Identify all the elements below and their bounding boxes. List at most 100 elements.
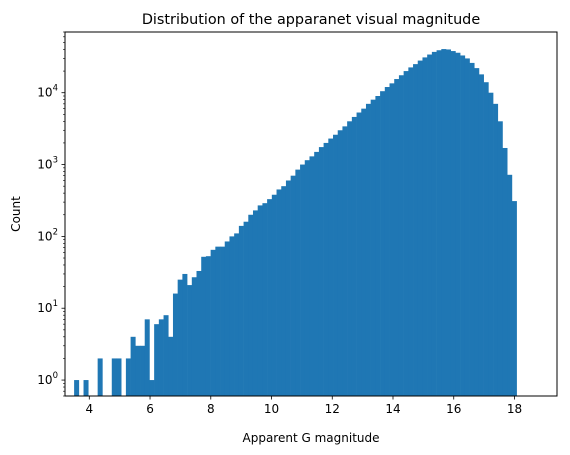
histogram-bar [483, 82, 489, 397]
histogram-bar [257, 205, 263, 396]
y-tick-label: 102 [37, 227, 58, 243]
histogram-bar [234, 233, 240, 396]
histogram-bar [469, 62, 475, 397]
histogram-bar [413, 64, 419, 397]
histogram-bar [507, 174, 513, 396]
histogram-bar [267, 199, 273, 396]
chart-title: Distribution of the apparanet visual mag… [142, 12, 481, 28]
histogram-bar [365, 103, 371, 396]
histogram-bar [83, 380, 89, 396]
histogram-bar [370, 99, 376, 397]
histogram-bar [464, 58, 470, 397]
histogram-bar [431, 51, 437, 396]
histogram-bar [300, 164, 306, 396]
histogram-bar [351, 116, 357, 396]
histogram-bar [427, 54, 433, 396]
histogram-bar [271, 194, 277, 396]
histogram-bar [356, 112, 362, 397]
histogram-bar [276, 189, 282, 396]
histogram-bar [450, 51, 456, 397]
y-tick-label: 101 [37, 299, 58, 315]
histogram-bar [488, 92, 494, 397]
histogram-bar [323, 142, 329, 396]
histogram-bar [205, 256, 211, 396]
histogram-bar [229, 236, 235, 396]
histogram-bar [389, 83, 395, 396]
histogram-bar [347, 121, 353, 397]
histogram-bar [318, 147, 324, 396]
histogram-bar [333, 134, 339, 397]
y-axis-label: Count [9, 196, 23, 232]
y-axis: 100 101 102 103 104 [37, 31, 65, 397]
histogram-bar [140, 345, 146, 396]
histogram-bar [422, 57, 428, 396]
histogram-bar [215, 246, 221, 396]
histogram-bar [191, 277, 197, 396]
histogram-bar [304, 160, 310, 396]
histogram-bar [314, 151, 320, 396]
histogram-bar [408, 67, 414, 396]
histogram-bar [403, 71, 409, 396]
histogram-bar [384, 87, 390, 397]
histogram-bar [262, 203, 268, 396]
histogram-bar [111, 358, 117, 396]
histogram-bar [417, 60, 423, 397]
histogram-bar [177, 279, 183, 396]
bars-group [74, 49, 517, 397]
histogram-bar [295, 169, 301, 396]
y-tick-label: 103 [37, 156, 58, 172]
histogram-bar [342, 126, 348, 397]
y-tick-label: 104 [37, 84, 58, 100]
x-axis: 4 6 8 10 12 14 16 18 [85, 396, 522, 416]
histogram-bar [337, 130, 343, 396]
histogram-bar [97, 358, 103, 396]
histogram-bar [252, 210, 258, 396]
histogram-bar [224, 241, 230, 396]
histogram-bar [446, 49, 452, 397]
y-tick-label: 100 [37, 371, 58, 387]
x-tick-label: 10 [264, 402, 279, 416]
histogram-bar [436, 50, 442, 396]
histogram-bar [380, 91, 386, 396]
histogram-bar [455, 52, 461, 396]
histogram-bar [130, 336, 136, 396]
histogram-bar [394, 79, 400, 396]
histogram-bar [238, 225, 244, 396]
histogram-bar [168, 336, 174, 396]
histogram-bar [135, 345, 141, 396]
plot-frame [64, 31, 558, 397]
histogram-bar [478, 74, 484, 397]
histogram-bar [154, 324, 160, 396]
histogram-bar [502, 147, 508, 396]
histogram-bar [497, 121, 503, 397]
histogram-bar [243, 221, 249, 396]
histogram-bar [460, 55, 466, 397]
x-tick-label: 12 [325, 402, 340, 416]
histogram-bar [163, 315, 169, 396]
histogram-bar [201, 256, 207, 396]
histogram-bar [149, 380, 155, 396]
histogram-bar [474, 68, 480, 397]
histogram-bar [158, 319, 164, 396]
x-tick-label: 18 [507, 402, 522, 416]
histogram-bar [328, 138, 334, 396]
histogram-bar [375, 96, 381, 396]
histogram-bar [361, 108, 367, 397]
histogram-bar [182, 273, 188, 396]
x-tick-label: 8 [207, 402, 215, 416]
x-tick-label: 14 [385, 402, 400, 416]
histogram-bar [441, 49, 447, 396]
histogram-bar [398, 75, 404, 396]
histogram-bar [493, 103, 499, 396]
histogram-bar [210, 249, 216, 396]
x-tick-label: 4 [85, 402, 93, 416]
histogram-bar [187, 285, 193, 396]
histogram-bar [285, 180, 291, 396]
histogram-bar [196, 270, 202, 396]
histogram-bar [172, 293, 178, 396]
histogram-bar [309, 156, 315, 396]
histogram-bar [511, 201, 517, 396]
histogram-bar [220, 246, 226, 396]
x-axis-label: Apparent G magnitude [243, 431, 380, 445]
